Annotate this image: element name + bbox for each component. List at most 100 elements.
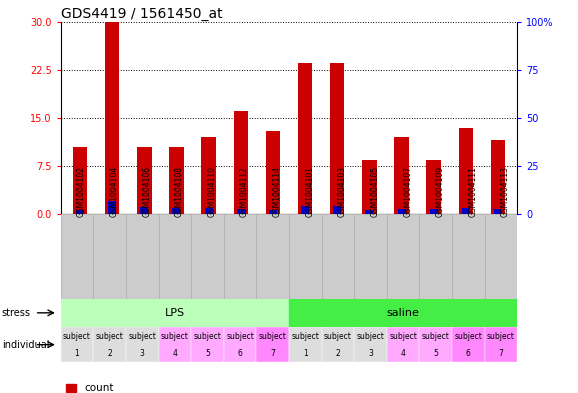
Bar bbox=[158, 214, 191, 299]
Text: 4: 4 bbox=[172, 349, 177, 358]
Text: GSM1004110: GSM1004110 bbox=[208, 166, 216, 217]
Bar bbox=[191, 214, 224, 299]
Text: GSM1004108: GSM1004108 bbox=[175, 166, 184, 217]
Bar bbox=[394, 137, 409, 214]
Bar bbox=[61, 327, 93, 362]
Bar bbox=[333, 206, 341, 214]
Bar bbox=[321, 327, 354, 362]
Text: GSM1004105: GSM1004105 bbox=[370, 165, 380, 217]
Bar bbox=[429, 209, 438, 214]
Text: GDS4419 / 1561450_at: GDS4419 / 1561450_at bbox=[61, 7, 223, 20]
Bar bbox=[76, 210, 84, 214]
Text: GSM1004104: GSM1004104 bbox=[110, 165, 118, 217]
Text: LPS: LPS bbox=[165, 308, 185, 318]
Text: subject: subject bbox=[389, 332, 417, 342]
Bar bbox=[73, 147, 87, 214]
Text: GSM1004102: GSM1004102 bbox=[77, 166, 86, 217]
Bar bbox=[289, 299, 517, 327]
Text: GSM1004103: GSM1004103 bbox=[338, 165, 347, 217]
Text: subject: subject bbox=[128, 332, 156, 342]
Bar bbox=[420, 214, 452, 299]
Bar bbox=[491, 140, 505, 214]
Bar bbox=[365, 210, 373, 214]
Bar bbox=[61, 214, 93, 299]
Bar bbox=[93, 214, 126, 299]
Text: GSM1004109: GSM1004109 bbox=[436, 165, 444, 217]
Bar bbox=[205, 208, 213, 214]
Bar bbox=[354, 327, 387, 362]
Bar bbox=[398, 209, 406, 214]
Text: GSM1004113: GSM1004113 bbox=[501, 166, 510, 217]
Text: GSM1004112: GSM1004112 bbox=[240, 166, 249, 217]
Bar bbox=[234, 112, 248, 214]
Bar bbox=[191, 327, 224, 362]
Bar bbox=[301, 206, 309, 214]
Bar bbox=[201, 137, 216, 214]
Text: GSM1004107: GSM1004107 bbox=[403, 165, 412, 217]
Bar bbox=[105, 22, 120, 214]
Bar bbox=[224, 214, 257, 299]
Bar bbox=[93, 327, 126, 362]
Text: 5: 5 bbox=[205, 349, 210, 358]
Bar bbox=[126, 327, 158, 362]
Bar bbox=[362, 160, 377, 214]
Bar bbox=[289, 214, 321, 299]
Bar bbox=[257, 214, 289, 299]
Text: subject: subject bbox=[226, 332, 254, 342]
Text: GSM1004106: GSM1004106 bbox=[142, 165, 151, 217]
Text: subject: subject bbox=[454, 332, 482, 342]
Bar bbox=[108, 201, 116, 214]
Text: subject: subject bbox=[63, 332, 91, 342]
Text: 2: 2 bbox=[336, 349, 340, 358]
Bar bbox=[126, 214, 158, 299]
Text: 3: 3 bbox=[140, 349, 144, 358]
Text: subject: subject bbox=[194, 332, 221, 342]
Text: 6: 6 bbox=[466, 349, 471, 358]
Bar bbox=[269, 210, 277, 214]
Bar bbox=[462, 208, 470, 214]
Text: subject: subject bbox=[161, 332, 189, 342]
Bar bbox=[387, 214, 420, 299]
Bar bbox=[485, 214, 517, 299]
Bar bbox=[420, 327, 452, 362]
Text: stress: stress bbox=[2, 308, 31, 318]
Bar bbox=[321, 214, 354, 299]
Bar bbox=[387, 327, 420, 362]
Bar bbox=[169, 147, 184, 214]
Bar bbox=[298, 63, 312, 214]
Text: saline: saline bbox=[387, 308, 420, 318]
Text: subject: subject bbox=[487, 332, 515, 342]
Legend: count, percentile rank within the sample: count, percentile rank within the sample bbox=[66, 383, 261, 393]
Text: 2: 2 bbox=[108, 349, 112, 358]
Text: 6: 6 bbox=[238, 349, 243, 358]
Text: subject: subject bbox=[291, 332, 319, 342]
Bar bbox=[140, 208, 149, 214]
Text: 4: 4 bbox=[401, 349, 406, 358]
Bar bbox=[354, 214, 387, 299]
Text: GSM1004101: GSM1004101 bbox=[305, 166, 314, 217]
Bar bbox=[452, 327, 485, 362]
Bar bbox=[137, 147, 151, 214]
Text: subject: subject bbox=[324, 332, 352, 342]
Bar bbox=[237, 209, 245, 214]
Bar bbox=[158, 327, 191, 362]
Text: GSM1004114: GSM1004114 bbox=[273, 166, 281, 217]
Text: 1: 1 bbox=[75, 349, 79, 358]
Bar bbox=[224, 327, 257, 362]
Text: 7: 7 bbox=[271, 349, 275, 358]
Text: subject: subject bbox=[357, 332, 384, 342]
Bar bbox=[485, 327, 517, 362]
Bar bbox=[61, 299, 289, 327]
Bar bbox=[458, 127, 473, 214]
Text: subject: subject bbox=[422, 332, 450, 342]
Bar bbox=[494, 209, 502, 214]
Text: 7: 7 bbox=[499, 349, 503, 358]
Text: GSM1004111: GSM1004111 bbox=[468, 166, 477, 217]
Bar bbox=[266, 131, 280, 214]
Text: 3: 3 bbox=[368, 349, 373, 358]
Text: 1: 1 bbox=[303, 349, 307, 358]
Bar bbox=[330, 63, 344, 214]
Bar bbox=[289, 327, 321, 362]
Text: subject: subject bbox=[259, 332, 287, 342]
Bar bbox=[427, 160, 441, 214]
